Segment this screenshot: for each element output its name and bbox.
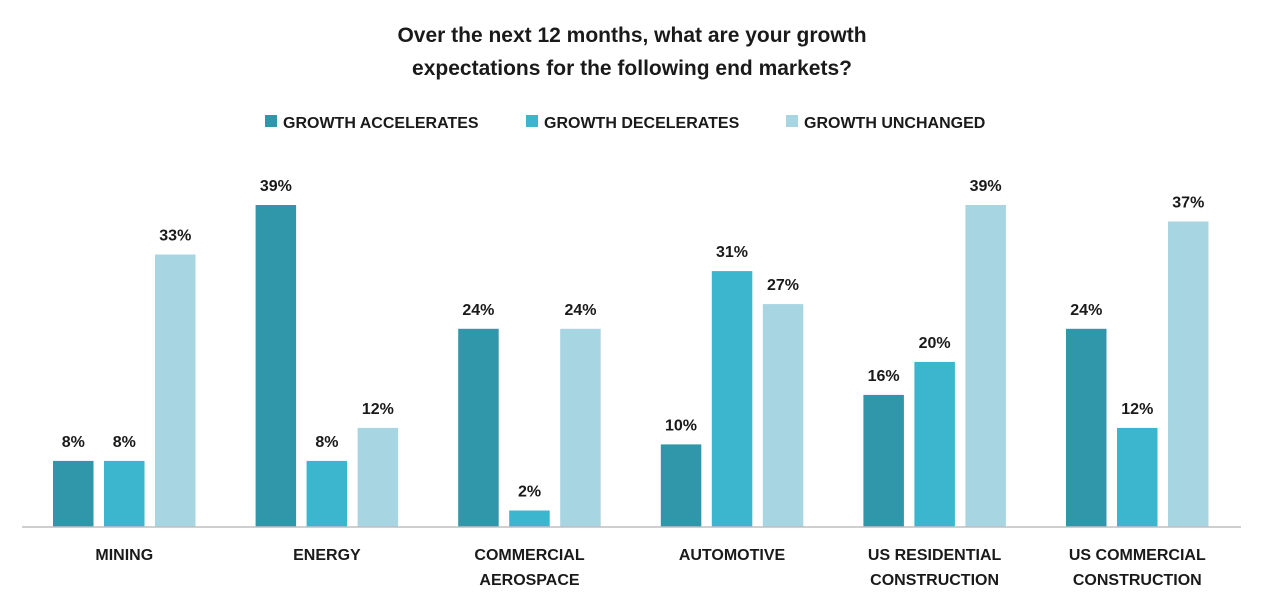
- data-label-us-commercial-construction-decelerates: 12%: [1121, 401, 1153, 418]
- data-label-energy-unchanged: 12%: [362, 401, 394, 418]
- bar-commercial-aerospace-accelerates: [458, 328, 499, 527]
- data-label-mining-accelerates: 8%: [62, 434, 85, 451]
- bar-us-residential-construction-decelerates: [914, 361, 955, 527]
- category-label-commercial-aerospace-line-2: AEROSPACE: [479, 572, 579, 589]
- legend: GROWTH ACCELERATES GROWTH DECELERATES GR…: [265, 115, 985, 132]
- bar-commercial-aerospace-unchanged: [560, 328, 601, 527]
- bar-automotive-unchanged: [762, 304, 804, 527]
- bar-automotive-decelerates: [711, 271, 753, 527]
- category-label-mining: MINING: [95, 547, 153, 564]
- data-label-commercial-aerospace-unchanged: 24%: [564, 302, 596, 319]
- category-label-us-commercial-construction-line-2: CONSTRUCTION: [1073, 572, 1202, 589]
- legend-swatch-decelerates: [526, 115, 538, 127]
- category-labels-group: MINING ENERGY COMMERCIAL AEROSPACE AUTOMOTIV…: [95, 547, 1206, 589]
- data-label-energy-accelerates: 39%: [260, 178, 292, 195]
- bar-commercial-aerospace-decelerates: [509, 510, 550, 527]
- bar-us-residential-construction-unchanged: [965, 205, 1006, 527]
- bar-mining-decelerates: [104, 460, 145, 527]
- data-label-mining-unchanged: 33%: [159, 228, 191, 245]
- category-label-us-residential-construction-line-1: US RESIDENTIAL: [868, 547, 1002, 564]
- bar-us-residential-construction-accelerates: [863, 394, 904, 527]
- data-label-energy-decelerates: 8%: [315, 434, 338, 451]
- bars-group: [53, 205, 1209, 527]
- data-label-automotive-decelerates: 31%: [716, 244, 748, 261]
- legend-label-unchanged: GROWTH UNCHANGED: [804, 115, 985, 132]
- bar-automotive-accelerates: [660, 444, 702, 527]
- value-labels-group: 8% 8% 33% 39% 8% 12% 24% 2% 24% 10% 31% 27% 16% 20% 39…: [62, 178, 1205, 501]
- bar-energy-decelerates: [306, 460, 348, 527]
- data-label-commercial-aerospace-decelerates: 2%: [518, 484, 541, 501]
- data-label-us-residential-construction-accelerates: 16%: [868, 368, 900, 385]
- data-label-us-residential-construction-unchanged: 39%: [970, 178, 1002, 195]
- bar-us-commercial-construction-unchanged: [1168, 221, 1209, 527]
- category-label-automotive: AUTOMOTIVE: [679, 547, 786, 564]
- legend-label-accelerates: GROWTH ACCELERATES: [283, 115, 479, 132]
- data-label-commercial-aerospace-accelerates: 24%: [462, 302, 494, 319]
- data-label-automotive-unchanged: 27%: [767, 277, 799, 294]
- data-label-us-commercial-construction-accelerates: 24%: [1070, 302, 1102, 319]
- category-label-energy: ENERGY: [293, 547, 361, 564]
- data-label-automotive-accelerates: 10%: [665, 417, 697, 434]
- bar-energy-accelerates: [255, 205, 297, 527]
- category-label-commercial-aerospace-line-1: COMMERCIAL: [474, 547, 584, 564]
- chart-title-line-2: expectations for the following end marke…: [412, 57, 852, 80]
- bar-mining-accelerates: [53, 460, 94, 527]
- bar-energy-unchanged: [357, 427, 399, 527]
- data-label-us-commercial-construction-unchanged: 37%: [1172, 195, 1204, 212]
- legend-label-decelerates: GROWTH DECELERATES: [544, 115, 740, 132]
- category-label-us-residential-construction-line-2: CONSTRUCTION: [870, 572, 999, 589]
- bar-us-commercial-construction-decelerates: [1117, 427, 1158, 527]
- data-label-mining-decelerates: 8%: [113, 434, 136, 451]
- data-label-us-residential-construction-decelerates: 20%: [919, 335, 951, 352]
- category-label-us-commercial-construction-line-1: US COMMERCIAL: [1069, 547, 1206, 564]
- bar-mining-unchanged: [155, 254, 196, 527]
- legend-swatch-unchanged: [786, 115, 798, 127]
- legend-swatch-accelerates: [265, 115, 277, 127]
- chart-title-line-1: Over the next 12 months, what are your g…: [397, 24, 866, 47]
- bar-us-commercial-construction-accelerates: [1066, 328, 1107, 527]
